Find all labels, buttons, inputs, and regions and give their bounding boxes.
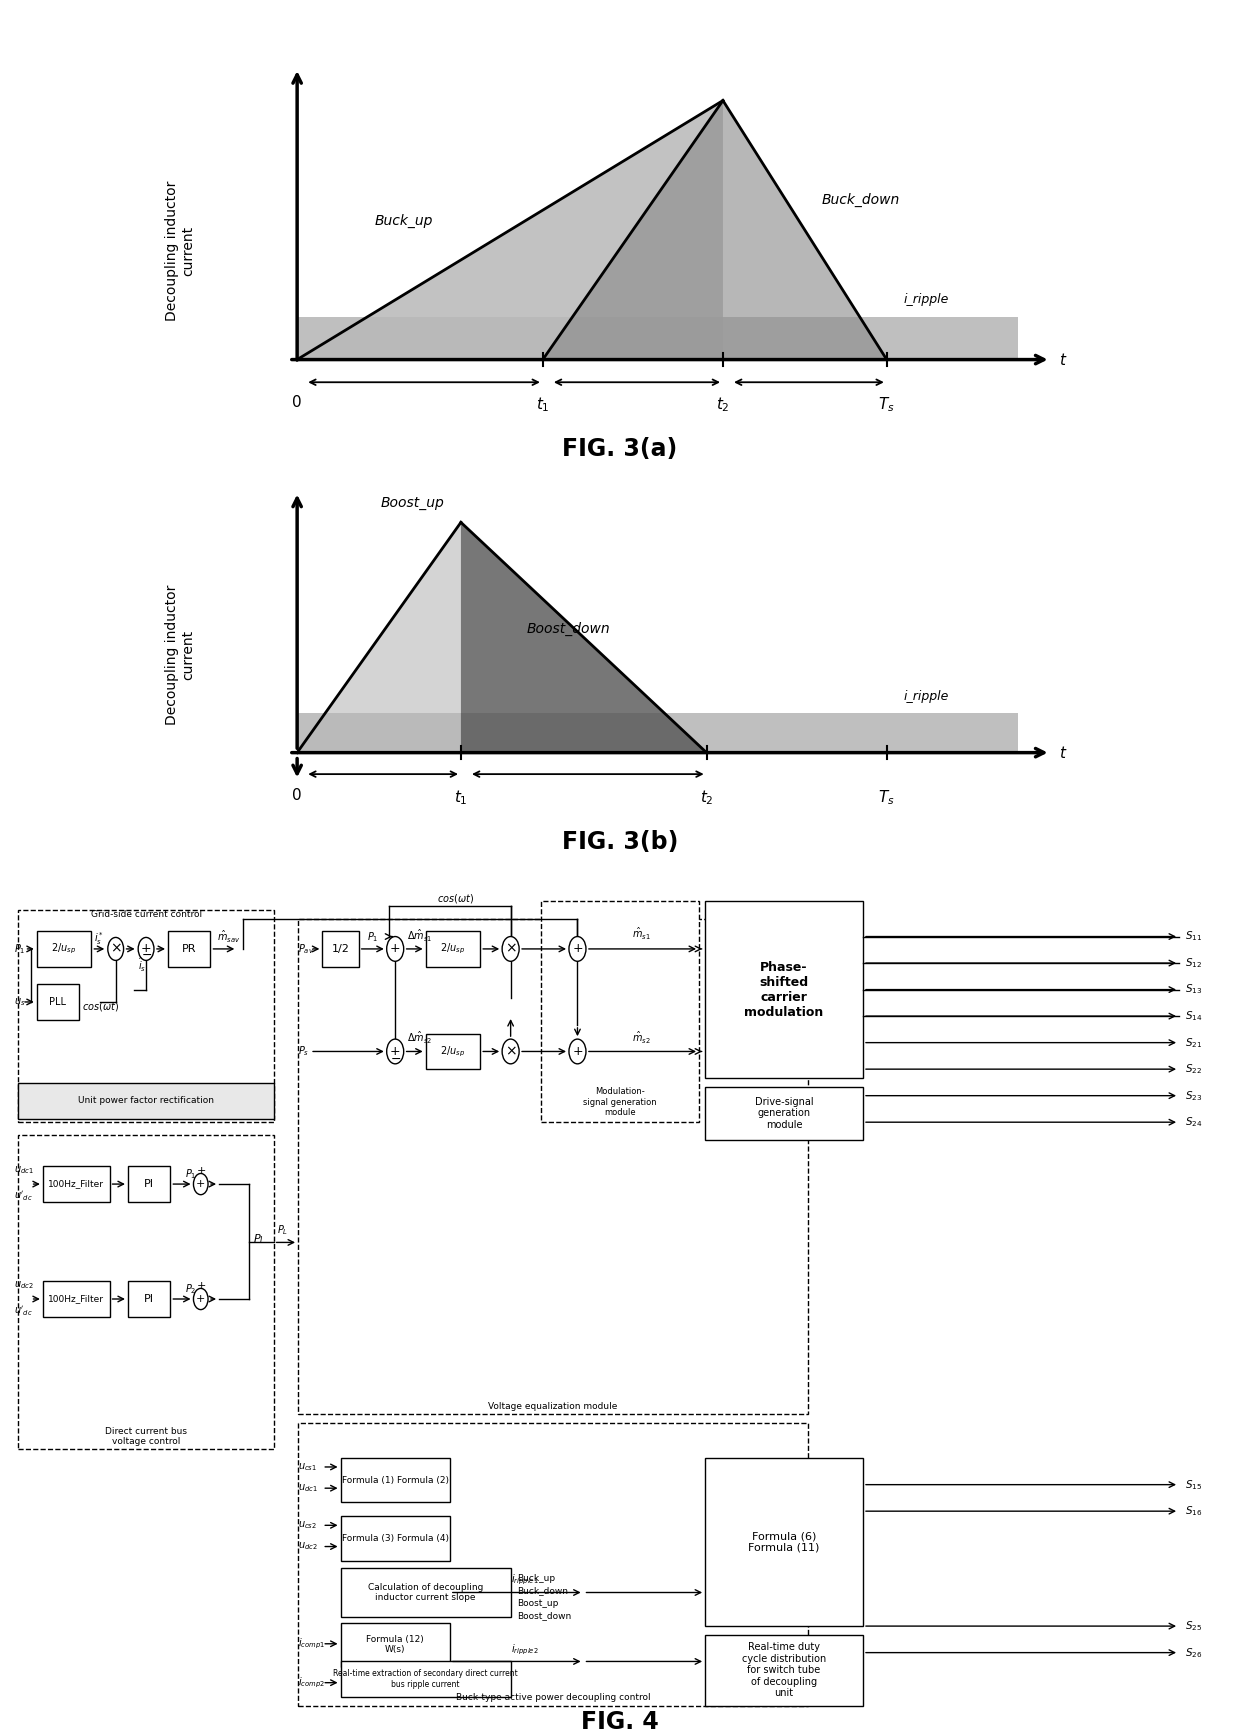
Text: $u_{cs2}$: $u_{cs2}$ bbox=[298, 1519, 317, 1531]
Text: $S_{22}$: $S_{22}$ bbox=[1185, 1062, 1202, 1076]
Text: Boost_down: Boost_down bbox=[527, 622, 610, 636]
Text: Formula (12)
W(s): Formula (12) W(s) bbox=[366, 1635, 424, 1654]
FancyBboxPatch shape bbox=[19, 909, 274, 1122]
FancyBboxPatch shape bbox=[425, 1034, 480, 1069]
FancyBboxPatch shape bbox=[341, 1458, 450, 1502]
FancyBboxPatch shape bbox=[298, 920, 808, 1413]
Text: $cos(\omega t)$: $cos(\omega t)$ bbox=[82, 999, 119, 1013]
Text: i_ripple: i_ripple bbox=[903, 293, 949, 307]
FancyBboxPatch shape bbox=[19, 1082, 274, 1119]
Text: +: + bbox=[572, 942, 583, 956]
Polygon shape bbox=[461, 523, 707, 753]
Text: 100Hz_Filter: 100Hz_Filter bbox=[48, 1294, 104, 1304]
Text: $cos(\omega t)$: $cos(\omega t)$ bbox=[438, 892, 475, 904]
Text: $S_{15}$: $S_{15}$ bbox=[1185, 1477, 1203, 1491]
FancyBboxPatch shape bbox=[37, 932, 92, 966]
Text: Direct current bus
voltage control: Direct current bus voltage control bbox=[105, 1427, 187, 1446]
Circle shape bbox=[502, 937, 520, 961]
Circle shape bbox=[387, 937, 404, 961]
Text: Unit power factor rectification: Unit power factor rectification bbox=[78, 1096, 215, 1105]
Text: $u_{dc1}$: $u_{dc1}$ bbox=[298, 1483, 317, 1495]
Text: PLL: PLL bbox=[50, 998, 67, 1006]
Text: $i^*_s$: $i^*_s$ bbox=[94, 930, 104, 947]
Text: $t_1$: $t_1$ bbox=[536, 395, 549, 414]
Text: $\Delta\hat{m}_{s1}$: $\Delta\hat{m}_{s1}$ bbox=[407, 928, 433, 944]
Text: −: − bbox=[391, 1053, 401, 1065]
Text: $P_2$: $P_2$ bbox=[185, 1282, 196, 1296]
Text: FIG. 3(b): FIG. 3(b) bbox=[562, 830, 678, 854]
Circle shape bbox=[138, 937, 154, 961]
Text: Drive-signal
generation
module: Drive-signal generation module bbox=[755, 1096, 813, 1129]
Text: $T_s$: $T_s$ bbox=[878, 395, 895, 414]
Text: $S_{25}$: $S_{25}$ bbox=[1185, 1619, 1203, 1633]
Text: $i_{ripple1}$: $i_{ripple1}$ bbox=[511, 1573, 538, 1587]
FancyBboxPatch shape bbox=[341, 1623, 450, 1666]
Circle shape bbox=[193, 1289, 208, 1309]
Text: $S_{12}$: $S_{12}$ bbox=[1185, 956, 1202, 970]
Text: 1/2: 1/2 bbox=[331, 944, 350, 954]
Text: Grid-side current control: Grid-side current control bbox=[91, 909, 202, 920]
FancyBboxPatch shape bbox=[341, 1661, 511, 1697]
Text: Real-time extraction of secondary direct current
bus ripple current: Real-time extraction of secondary direct… bbox=[334, 1670, 518, 1689]
Text: $u_{cs1}$: $u_{cs1}$ bbox=[298, 1462, 317, 1472]
Text: $u_s$: $u_s$ bbox=[14, 996, 25, 1008]
Text: +: + bbox=[141, 942, 151, 956]
Text: $S_{11}$: $S_{11}$ bbox=[1185, 930, 1203, 944]
Text: Formula (3) Formula (4): Formula (3) Formula (4) bbox=[342, 1535, 449, 1543]
Polygon shape bbox=[298, 317, 1018, 360]
FancyBboxPatch shape bbox=[37, 984, 79, 1020]
Text: $S_{14}$: $S_{14}$ bbox=[1185, 1010, 1203, 1024]
Text: i_ripple: i_ripple bbox=[903, 691, 949, 703]
Text: $\hat{m}_{s1}$: $\hat{m}_{s1}$ bbox=[632, 927, 651, 942]
Polygon shape bbox=[298, 100, 723, 360]
Text: $t_2$: $t_2$ bbox=[699, 788, 713, 807]
Text: $P_L$: $P_L$ bbox=[253, 1233, 265, 1247]
Polygon shape bbox=[298, 523, 461, 753]
Text: $P_1$: $P_1$ bbox=[367, 930, 378, 944]
Text: Phase-
shifted
carrier
modulation: Phase- shifted carrier modulation bbox=[744, 961, 823, 1018]
Text: PR: PR bbox=[182, 944, 196, 954]
Text: Formula (1) Formula (2): Formula (1) Formula (2) bbox=[342, 1476, 449, 1484]
FancyBboxPatch shape bbox=[19, 1134, 274, 1450]
FancyBboxPatch shape bbox=[128, 1282, 170, 1316]
Text: PI: PI bbox=[144, 1179, 154, 1190]
Text: $t$: $t$ bbox=[1059, 745, 1068, 760]
Text: $S_{13}$: $S_{13}$ bbox=[1185, 982, 1203, 996]
Text: $u_{dc1}$: $u_{dc1}$ bbox=[14, 1164, 33, 1176]
Text: $2/u_{sp}$: $2/u_{sp}$ bbox=[51, 942, 77, 956]
Text: 0: 0 bbox=[293, 395, 303, 410]
Text: $i_{comp1}$: $i_{comp1}$ bbox=[298, 1637, 325, 1651]
Text: FIG. 4: FIG. 4 bbox=[582, 1709, 658, 1732]
FancyBboxPatch shape bbox=[42, 1166, 109, 1202]
Text: PI: PI bbox=[144, 1294, 154, 1304]
Text: $S_{21}$: $S_{21}$ bbox=[1185, 1036, 1203, 1050]
Text: +: + bbox=[572, 1044, 583, 1058]
Text: $u'_{dc}$: $u'_{dc}$ bbox=[14, 1304, 32, 1318]
Text: $S_{26}$: $S_{26}$ bbox=[1185, 1645, 1203, 1659]
Text: Voltage equalization module: Voltage equalization module bbox=[489, 1401, 618, 1410]
Text: $P_L$: $P_L$ bbox=[278, 1223, 289, 1237]
Circle shape bbox=[108, 937, 124, 961]
Text: $S_{16}$: $S_{16}$ bbox=[1185, 1505, 1203, 1517]
Text: Buck_down: Buck_down bbox=[517, 1587, 568, 1595]
Text: $t$: $t$ bbox=[1059, 352, 1068, 367]
Circle shape bbox=[569, 1039, 587, 1063]
Text: $T_s$: $T_s$ bbox=[878, 788, 895, 807]
FancyBboxPatch shape bbox=[42, 1282, 109, 1316]
Text: Buck_up: Buck_up bbox=[374, 213, 433, 229]
FancyBboxPatch shape bbox=[706, 1635, 863, 1706]
Text: Boost_down: Boost_down bbox=[517, 1611, 570, 1619]
Text: $2/u_{sp}$: $2/u_{sp}$ bbox=[440, 1044, 465, 1058]
Text: +: + bbox=[389, 1044, 401, 1058]
Text: +: + bbox=[196, 1294, 206, 1304]
Text: $\hat{m}_{sav}$: $\hat{m}_{sav}$ bbox=[217, 928, 241, 944]
Text: $P_1$: $P_1$ bbox=[14, 942, 25, 956]
Text: +: + bbox=[196, 1166, 206, 1176]
Text: Modulation-
signal generation
module: Modulation- signal generation module bbox=[583, 1088, 657, 1117]
Text: $u_{dc2}$: $u_{dc2}$ bbox=[14, 1278, 33, 1290]
Text: $S_{24}$: $S_{24}$ bbox=[1185, 1115, 1203, 1129]
Text: +: + bbox=[389, 942, 401, 956]
Text: $\hat{i}_s$: $\hat{i}_s$ bbox=[138, 956, 146, 973]
Text: $i_{comp2}$: $i_{comp2}$ bbox=[298, 1675, 325, 1690]
Text: ×: × bbox=[505, 942, 516, 956]
